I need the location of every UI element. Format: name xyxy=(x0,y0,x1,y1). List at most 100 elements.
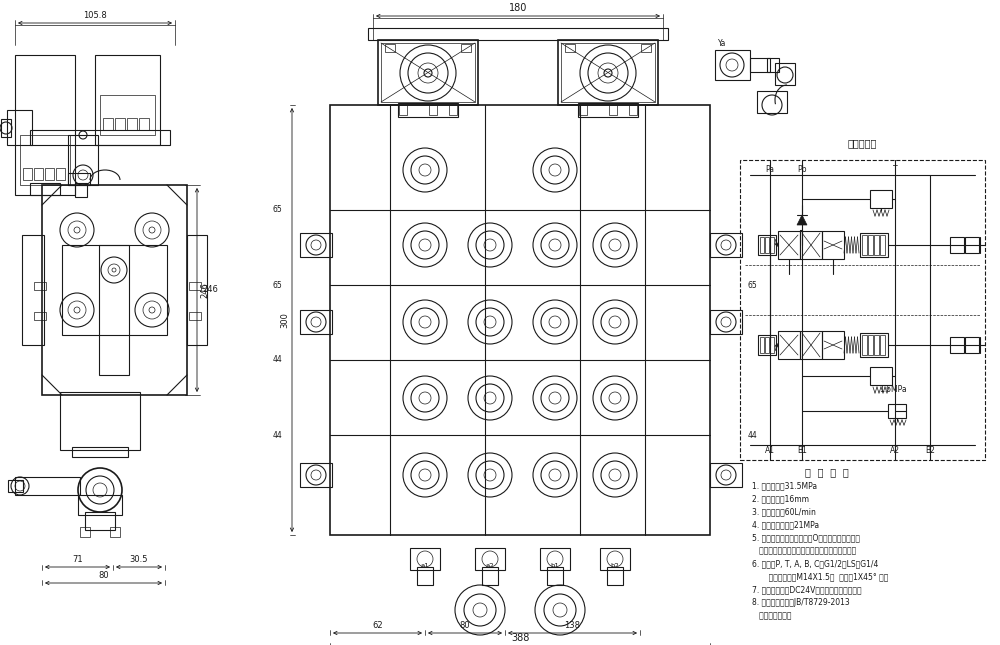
Bar xyxy=(75,183,87,197)
Bar xyxy=(758,335,776,355)
Text: 65: 65 xyxy=(272,281,282,290)
Text: a2: a2 xyxy=(486,563,494,569)
Bar xyxy=(20,135,70,185)
Bar xyxy=(22,235,44,345)
Bar xyxy=(482,567,498,585)
Text: A1: A1 xyxy=(765,446,775,455)
Bar xyxy=(770,337,774,353)
Bar xyxy=(710,310,742,334)
Bar xyxy=(757,91,787,113)
Bar xyxy=(378,40,478,105)
Bar xyxy=(8,480,23,492)
Bar xyxy=(62,245,167,335)
Bar xyxy=(34,282,46,290)
Text: B1: B1 xyxy=(797,446,807,455)
Bar xyxy=(475,548,505,570)
Bar xyxy=(800,331,822,359)
Bar xyxy=(45,168,54,180)
Bar xyxy=(189,312,201,320)
Text: 80: 80 xyxy=(460,621,470,630)
Bar xyxy=(740,160,985,460)
Text: b2: b2 xyxy=(611,563,619,569)
Text: 左为正流进油口处，中间滑块体为电控过滤体；: 左为正流进油口处，中间滑块体为电控过滤体； xyxy=(752,546,856,555)
Bar xyxy=(862,235,867,255)
Bar xyxy=(189,282,201,290)
Bar xyxy=(95,55,160,145)
Bar xyxy=(862,335,867,355)
Bar xyxy=(778,231,800,259)
Bar xyxy=(417,567,433,585)
Bar xyxy=(870,190,892,208)
Text: 105.8: 105.8 xyxy=(83,11,107,20)
Text: 液压原理图: 液压原理图 xyxy=(847,138,877,148)
Text: A2: A2 xyxy=(890,446,900,455)
Bar xyxy=(888,404,906,418)
Text: B2: B2 xyxy=(925,446,935,455)
Bar xyxy=(880,335,885,355)
Bar xyxy=(461,44,471,52)
Bar xyxy=(880,235,885,255)
Bar xyxy=(398,103,458,117)
Bar xyxy=(30,183,60,195)
Bar xyxy=(715,50,750,80)
Bar xyxy=(381,43,475,102)
Bar xyxy=(775,63,795,85)
Bar xyxy=(822,331,844,359)
Bar xyxy=(78,495,122,515)
Text: 138: 138 xyxy=(564,621,580,630)
Bar xyxy=(34,312,46,320)
Text: 388: 388 xyxy=(511,633,529,643)
Bar xyxy=(100,95,155,135)
Text: 300: 300 xyxy=(280,312,289,328)
Text: 65: 65 xyxy=(748,281,758,290)
Bar xyxy=(565,44,575,52)
Bar xyxy=(23,168,32,180)
Bar xyxy=(822,231,844,259)
Text: 7. 电磁阀电压：DC24V，标准三叉防水插头；: 7. 电磁阀电压：DC24V，标准三叉防水插头； xyxy=(752,585,862,594)
Text: 3. 合弄流量：60L/min: 3. 合弄流量：60L/min xyxy=(752,507,816,516)
Bar xyxy=(300,463,332,487)
Text: b1: b1 xyxy=(551,563,559,569)
Bar xyxy=(399,105,407,115)
Bar xyxy=(68,173,90,185)
Text: 6. 接口：P, T, A, B, C为G1/2；LS为G1/4: 6. 接口：P, T, A, B, C为G1/2；LS为G1/4 xyxy=(752,559,878,568)
Bar xyxy=(72,447,128,457)
Bar xyxy=(300,310,332,334)
Bar xyxy=(778,331,800,359)
Text: 30.5: 30.5 xyxy=(130,555,148,564)
Bar xyxy=(42,185,187,395)
Bar xyxy=(368,28,668,40)
Bar xyxy=(34,168,43,180)
Text: Ya: Ya xyxy=(718,39,726,48)
Bar xyxy=(80,527,90,537)
Bar xyxy=(868,235,873,255)
Text: Pa: Pa xyxy=(766,165,774,174)
Bar xyxy=(385,44,395,52)
Text: 44: 44 xyxy=(272,355,282,364)
Bar xyxy=(758,235,776,255)
Text: 80: 80 xyxy=(98,571,109,580)
Bar xyxy=(68,135,98,185)
Bar xyxy=(874,235,879,255)
Bar xyxy=(578,103,638,117)
Bar xyxy=(767,58,779,72)
Bar xyxy=(300,233,332,257)
Bar xyxy=(950,237,964,253)
Bar xyxy=(115,118,125,130)
Bar xyxy=(127,118,137,130)
Text: 65: 65 xyxy=(272,206,282,215)
Text: 技  术  参  数: 技 术 参 数 xyxy=(805,467,849,477)
Text: 2. 合弄透径：16mm: 2. 合弄透径：16mm xyxy=(752,494,809,503)
Bar xyxy=(870,367,892,385)
Text: 4. 进尌调节压力：21MPa: 4. 进尌调节压力：21MPa xyxy=(752,520,819,529)
Bar xyxy=(56,168,65,180)
Text: 5. 控制方式：电控加手动，O型機能，弹簧复位，: 5. 控制方式：电控加手动，O型機能，弹簧复位， xyxy=(752,533,860,542)
Bar xyxy=(85,512,115,530)
Bar xyxy=(429,105,437,115)
Bar xyxy=(540,548,570,570)
Bar xyxy=(760,337,764,353)
Bar xyxy=(187,235,207,345)
Text: 1. 合弄压力：31.5MPa: 1. 合弄压力：31.5MPa xyxy=(752,481,817,490)
Text: 44: 44 xyxy=(748,430,758,439)
Bar xyxy=(139,118,149,130)
